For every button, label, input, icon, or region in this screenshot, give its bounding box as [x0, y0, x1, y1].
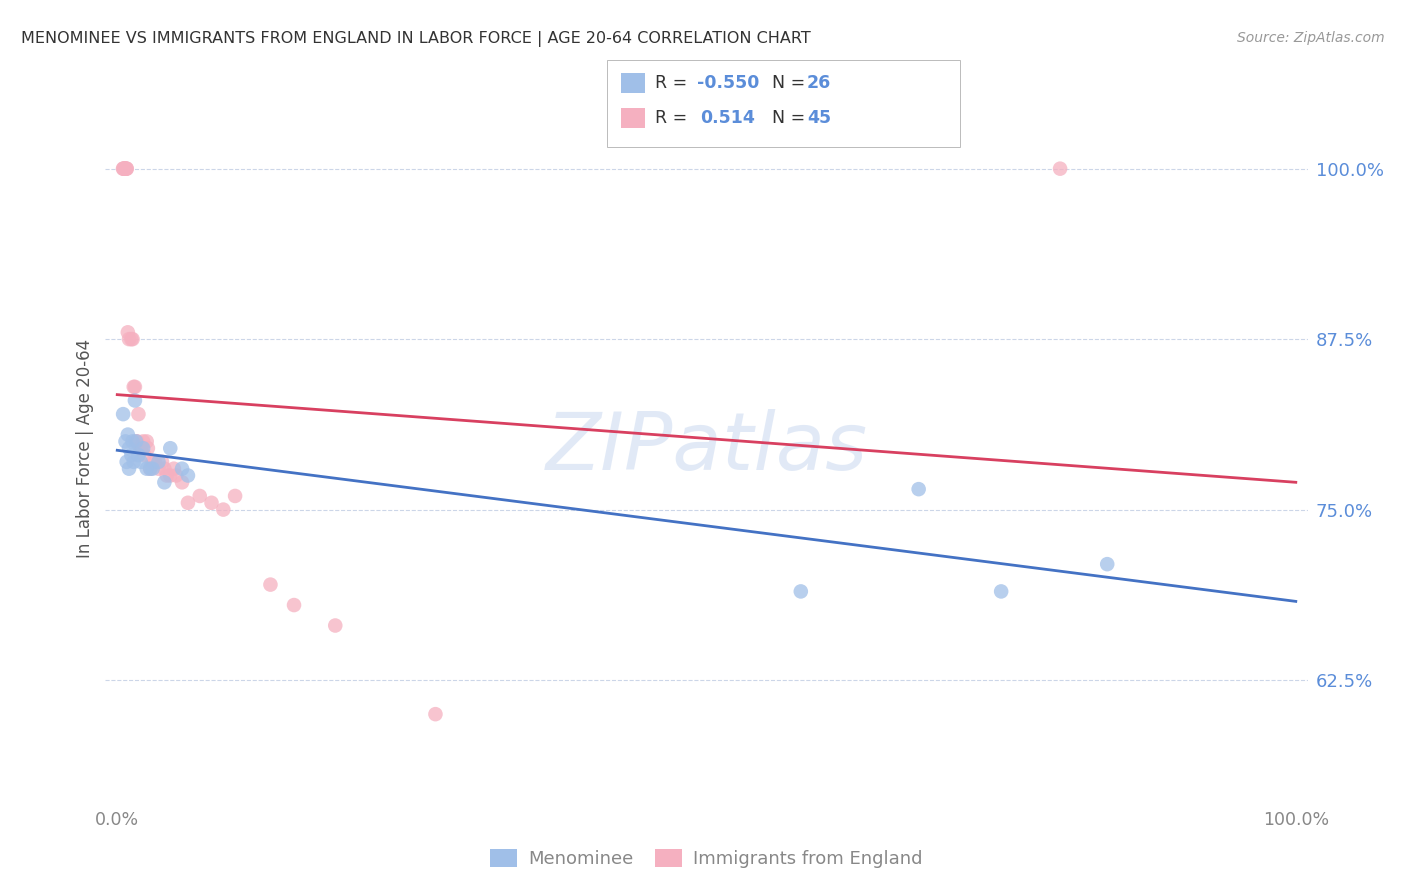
- Point: [156, 468, 179, 483]
- Text: ZIPatlas: ZIPatlas: [546, 409, 868, 487]
- Point: [170, 461, 193, 475]
- Point: [142, 461, 165, 475]
- Point: [143, 455, 166, 469]
- Point: [283, 598, 305, 612]
- Point: [212, 502, 235, 516]
- Point: [139, 461, 162, 475]
- Point: [124, 393, 146, 408]
- Point: [129, 441, 152, 455]
- Point: [115, 161, 138, 176]
- Point: [165, 468, 187, 483]
- Point: [120, 448, 142, 462]
- Point: [136, 441, 159, 455]
- Point: [112, 161, 135, 176]
- Point: [148, 461, 170, 475]
- Point: [127, 434, 149, 449]
- Point: [177, 468, 200, 483]
- Point: [139, 461, 162, 475]
- Text: N =: N =: [761, 109, 810, 127]
- Point: [907, 482, 929, 496]
- Point: [1097, 557, 1119, 571]
- Point: [112, 407, 135, 421]
- Text: Source: ZipAtlas.com: Source: ZipAtlas.com: [1237, 31, 1385, 45]
- Point: [117, 326, 139, 340]
- Point: [115, 455, 138, 469]
- Point: [114, 161, 136, 176]
- Text: 26: 26: [807, 74, 831, 92]
- Text: N =: N =: [761, 74, 810, 92]
- Point: [112, 161, 135, 176]
- Point: [125, 434, 148, 449]
- Point: [122, 380, 145, 394]
- Point: [990, 584, 1012, 599]
- Point: [148, 455, 170, 469]
- Text: MENOMINEE VS IMMIGRANTS FROM ENGLAND IN LABOR FORCE | AGE 20-64 CORRELATION CHAR: MENOMINEE VS IMMIGRANTS FROM ENGLAND IN …: [21, 31, 811, 47]
- Point: [259, 577, 281, 591]
- Point: [135, 461, 157, 475]
- Point: [125, 434, 148, 449]
- Point: [134, 448, 156, 462]
- Point: [114, 161, 136, 176]
- Point: [114, 161, 136, 176]
- Text: 45: 45: [807, 109, 831, 127]
- Point: [121, 332, 143, 346]
- Point: [112, 161, 135, 176]
- Point: [118, 332, 141, 346]
- Point: [200, 496, 222, 510]
- Point: [163, 461, 186, 475]
- Point: [153, 461, 176, 475]
- Point: [142, 455, 165, 469]
- Point: [129, 441, 152, 455]
- Point: [112, 161, 135, 176]
- Point: [188, 489, 211, 503]
- Y-axis label: In Labor Force | Age 20-64: In Labor Force | Age 20-64: [76, 339, 94, 558]
- Point: [121, 434, 143, 449]
- Point: [224, 489, 246, 503]
- Point: [159, 441, 181, 455]
- Point: [124, 380, 146, 394]
- Point: [120, 332, 142, 346]
- Point: [135, 434, 157, 449]
- Legend: Menominee, Immigrants from England: Menominee, Immigrants from England: [484, 842, 929, 875]
- Point: [127, 448, 149, 462]
- Point: [177, 496, 200, 510]
- Text: -0.550: -0.550: [697, 74, 759, 92]
- Point: [115, 161, 138, 176]
- Point: [323, 618, 346, 632]
- Point: [790, 584, 813, 599]
- Text: R =: R =: [655, 74, 693, 92]
- Point: [150, 455, 173, 469]
- Point: [114, 434, 136, 449]
- Text: R =: R =: [655, 109, 699, 127]
- Point: [132, 441, 155, 455]
- Point: [129, 455, 152, 469]
- Point: [1049, 161, 1071, 176]
- Text: 0.514: 0.514: [700, 109, 755, 127]
- Point: [159, 468, 181, 483]
- Point: [170, 475, 193, 490]
- Point: [132, 434, 155, 449]
- Point: [118, 461, 141, 475]
- Point: [118, 441, 141, 455]
- Point: [425, 707, 447, 722]
- Point: [153, 475, 176, 490]
- Point: [117, 427, 139, 442]
- Point: [122, 455, 145, 469]
- Point: [127, 407, 149, 421]
